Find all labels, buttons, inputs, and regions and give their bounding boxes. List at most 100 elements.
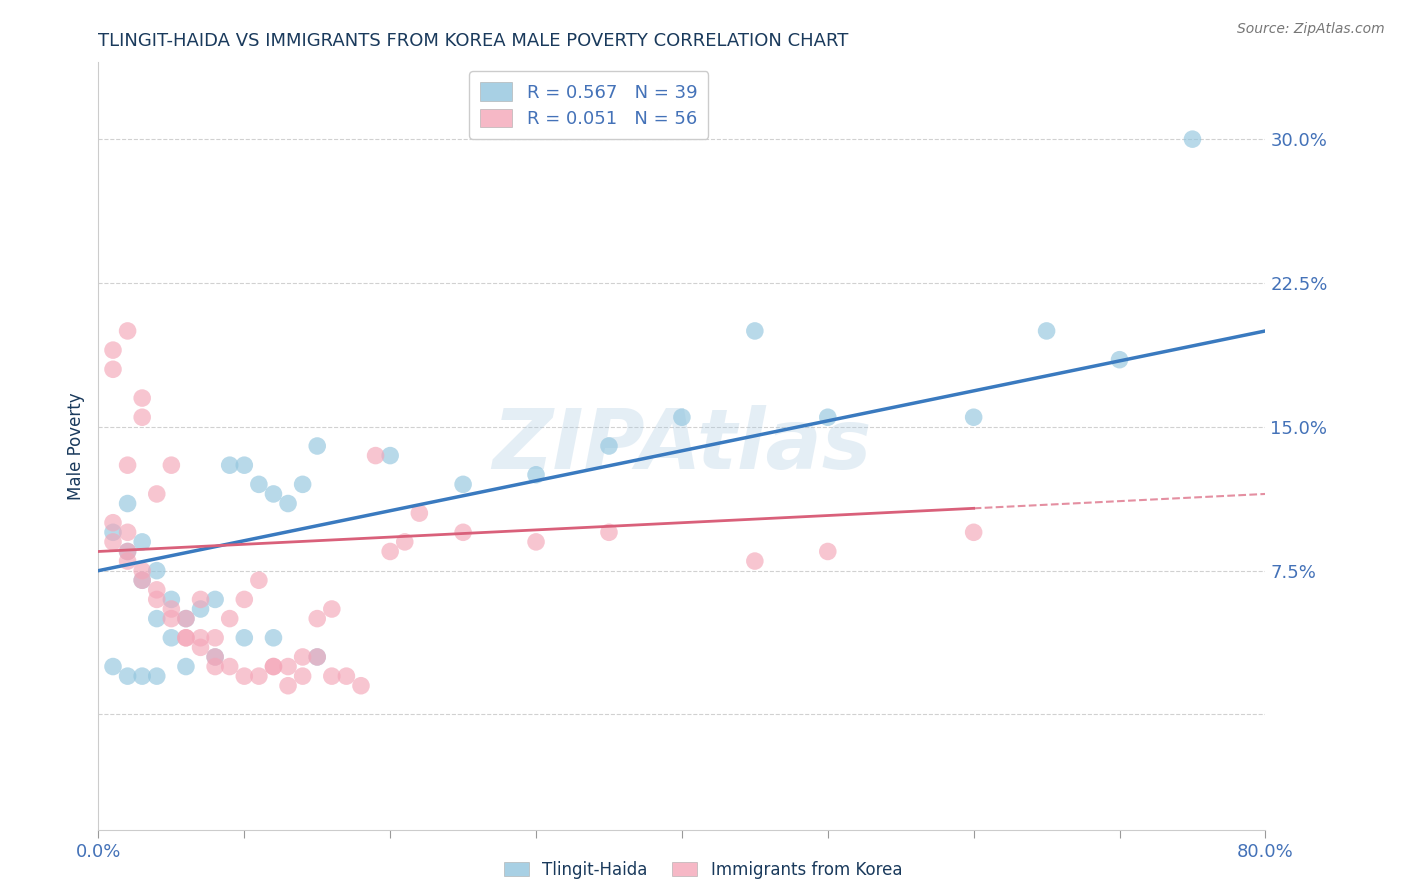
Point: [160, 631, 183, 645]
Point: [204, 649, 226, 664]
Point: [307, 439, 329, 453]
Point: [146, 487, 169, 501]
Point: [131, 669, 153, 683]
Point: [744, 324, 766, 338]
Point: [277, 659, 299, 673]
Point: [101, 362, 124, 376]
Y-axis label: Male Poverty: Male Poverty: [66, 392, 84, 500]
Point: [204, 592, 226, 607]
Point: [307, 649, 329, 664]
Point: [817, 544, 839, 558]
Point: [174, 659, 197, 673]
Point: [101, 525, 124, 540]
Point: [394, 534, 416, 549]
Point: [262, 659, 284, 673]
Point: [380, 544, 402, 558]
Point: [1181, 132, 1204, 146]
Point: [131, 534, 153, 549]
Point: [117, 544, 139, 558]
Point: [321, 602, 343, 616]
Point: [174, 612, 197, 626]
Point: [146, 669, 169, 683]
Point: [524, 534, 547, 549]
Point: [524, 467, 547, 482]
Point: [307, 649, 329, 664]
Point: [233, 669, 256, 683]
Point: [131, 573, 153, 587]
Text: ZIPAtlas: ZIPAtlas: [492, 406, 872, 486]
Point: [117, 544, 139, 558]
Point: [291, 669, 314, 683]
Point: [101, 534, 124, 549]
Text: Source: ZipAtlas.com: Source: ZipAtlas.com: [1237, 22, 1385, 37]
Point: [233, 592, 256, 607]
Point: [204, 631, 226, 645]
Point: [174, 612, 197, 626]
Point: [190, 640, 212, 655]
Point: [218, 458, 240, 473]
Point: [117, 554, 139, 568]
Point: [174, 631, 197, 645]
Point: [160, 592, 183, 607]
Point: [247, 477, 270, 491]
Point: [101, 516, 124, 530]
Point: [146, 612, 169, 626]
Point: [598, 439, 620, 453]
Point: [117, 496, 139, 510]
Legend: R = 0.567   N = 39, R = 0.051   N = 56: R = 0.567 N = 39, R = 0.051 N = 56: [470, 71, 709, 139]
Point: [190, 602, 212, 616]
Point: [817, 410, 839, 425]
Point: [131, 564, 153, 578]
Point: [451, 525, 474, 540]
Point: [218, 612, 240, 626]
Point: [335, 669, 357, 683]
Point: [190, 592, 212, 607]
Point: [262, 487, 284, 501]
Point: [190, 631, 212, 645]
Point: [598, 525, 620, 540]
Point: [218, 659, 240, 673]
Point: [451, 477, 474, 491]
Point: [160, 602, 183, 616]
Point: [117, 525, 139, 540]
Point: [160, 458, 183, 473]
Point: [204, 649, 226, 664]
Point: [671, 410, 693, 425]
Point: [1108, 352, 1130, 367]
Point: [233, 631, 256, 645]
Point: [131, 391, 153, 405]
Point: [962, 525, 984, 540]
Point: [277, 496, 299, 510]
Point: [233, 458, 256, 473]
Point: [101, 659, 124, 673]
Point: [277, 679, 299, 693]
Point: [262, 631, 284, 645]
Point: [204, 659, 226, 673]
Point: [131, 410, 153, 425]
Point: [146, 582, 169, 597]
Point: [408, 506, 430, 520]
Legend: Tlingit-Haida, Immigrants from Korea: Tlingit-Haida, Immigrants from Korea: [499, 855, 907, 884]
Point: [307, 612, 329, 626]
Point: [174, 631, 197, 645]
Text: TLINGIT-HAIDA VS IMMIGRANTS FROM KOREA MALE POVERTY CORRELATION CHART: TLINGIT-HAIDA VS IMMIGRANTS FROM KOREA M…: [98, 32, 849, 50]
Point: [117, 458, 139, 473]
Point: [262, 659, 284, 673]
Point: [117, 324, 139, 338]
Point: [146, 564, 169, 578]
Point: [744, 554, 766, 568]
Point: [321, 669, 343, 683]
Point: [380, 449, 402, 463]
Point: [364, 449, 387, 463]
Point: [146, 592, 169, 607]
Point: [117, 669, 139, 683]
Point: [291, 649, 314, 664]
Point: [1035, 324, 1057, 338]
Point: [291, 477, 314, 491]
Point: [101, 343, 124, 357]
Point: [962, 410, 984, 425]
Point: [131, 573, 153, 587]
Point: [350, 679, 373, 693]
Point: [247, 669, 270, 683]
Point: [247, 573, 270, 587]
